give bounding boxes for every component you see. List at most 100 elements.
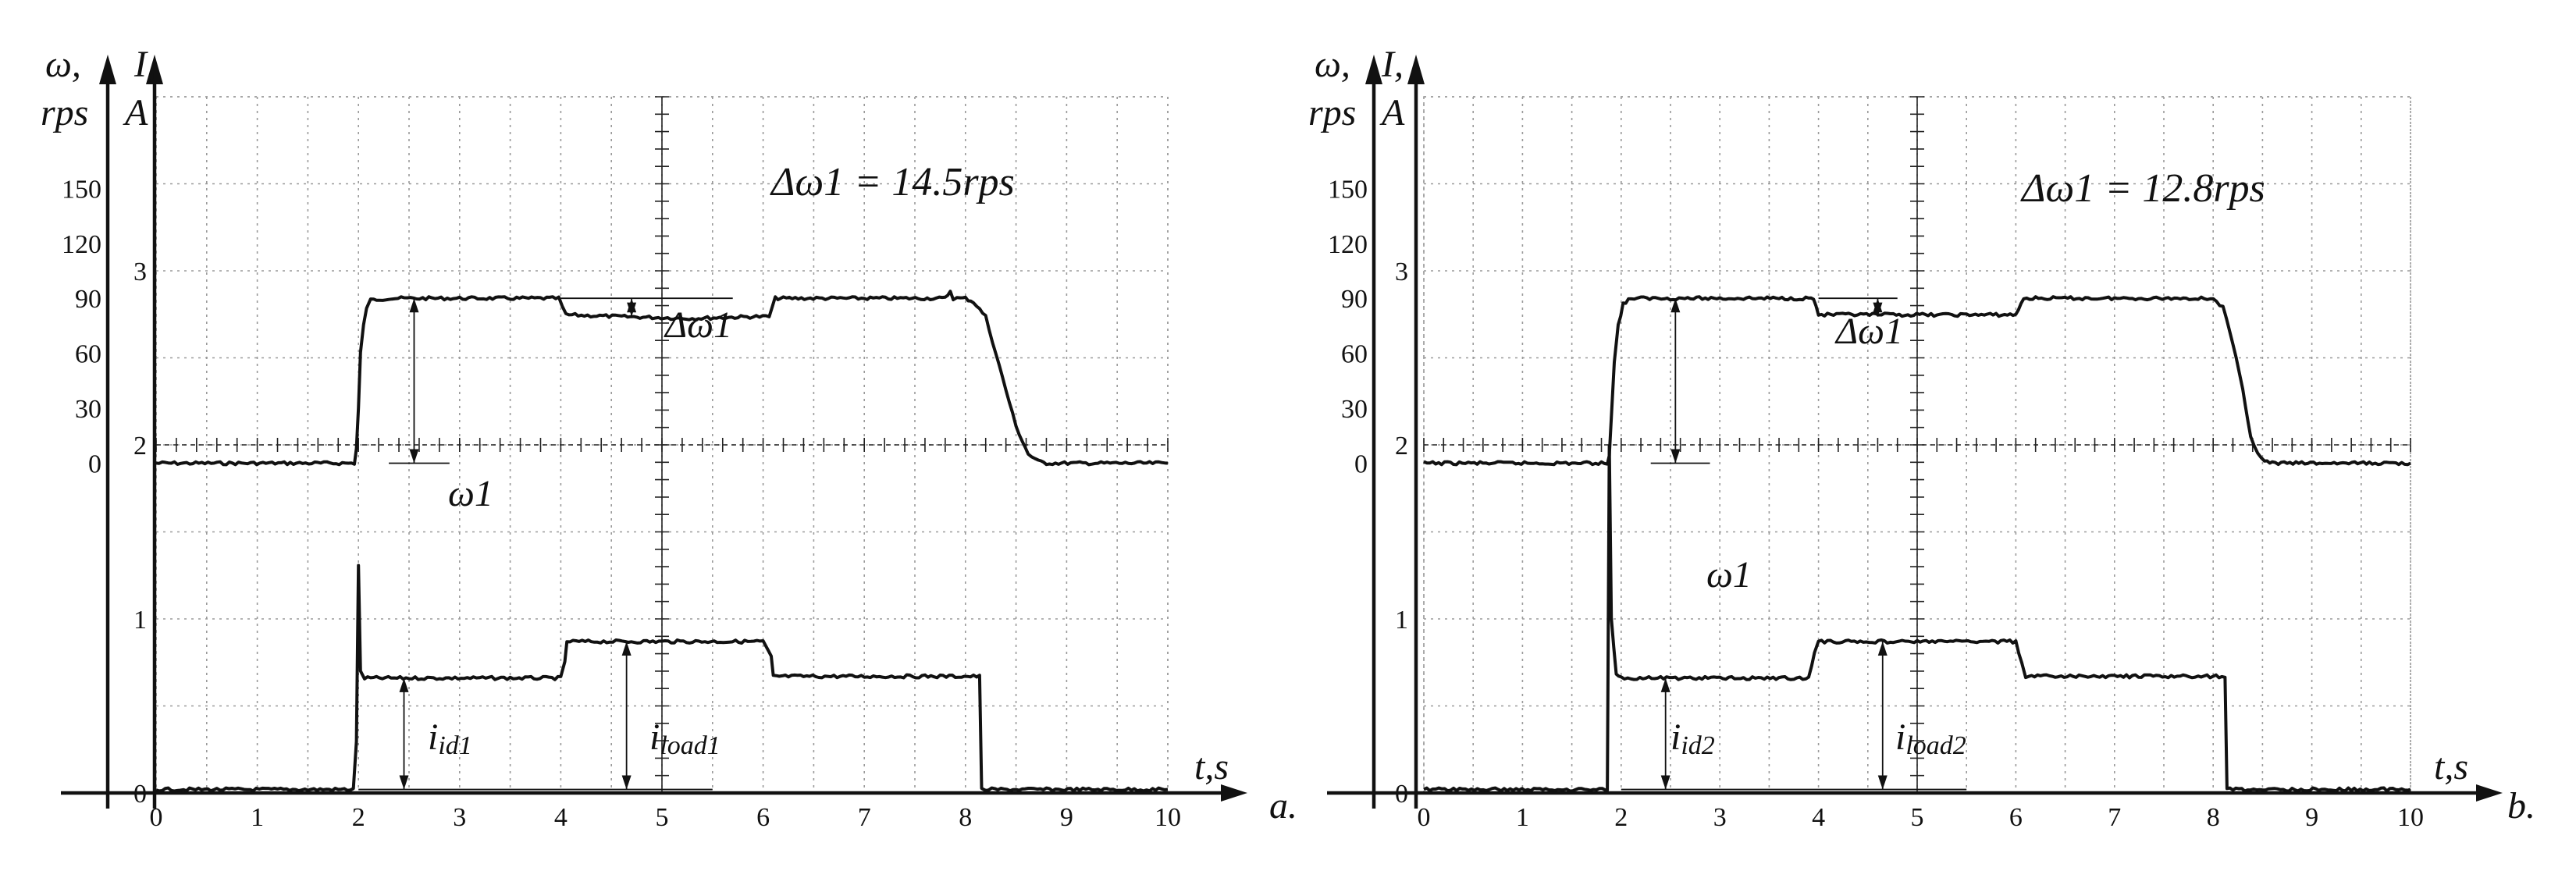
x-tick-label: 0 xyxy=(1418,803,1431,832)
x-tick-label: 9 xyxy=(2305,803,2318,832)
iid-arrow-head-bottom xyxy=(399,775,409,790)
scale-ruler-b xyxy=(1423,96,2411,794)
iload-label-main: i xyxy=(1895,716,1905,758)
annotation-delta-marker: Δω1 xyxy=(664,304,732,346)
iload-arrow-head-top xyxy=(1877,641,1888,656)
y-right-tick-label: 1 xyxy=(1395,606,1408,635)
y-left-tick-label: 90 xyxy=(75,285,101,314)
y-left-tick-label: 150 xyxy=(62,175,101,204)
delta-arrow-head-bottom xyxy=(1873,302,1883,317)
series-speed xyxy=(1423,295,2411,467)
iload-label: iload2 xyxy=(1895,716,1966,760)
omega-label: ω1 xyxy=(1706,554,1752,595)
x-tick-label: 2 xyxy=(352,803,365,832)
y-right-tick-label: 0 xyxy=(133,780,147,809)
x-tick-label: 3 xyxy=(1713,803,1727,832)
iid-arrow-head-top xyxy=(399,677,409,692)
y-right-tick-label: 1 xyxy=(133,606,147,635)
y-left-name: ω, xyxy=(45,44,81,85)
chart-panel-b: ω, rps I, A Δω1 = 12.8rps Δω1 ω1 iid2 il… xyxy=(1308,44,2535,832)
iid-label-sub: id2 xyxy=(1681,731,1714,760)
iload-label-main: i xyxy=(649,716,660,758)
y-right-tick-label: 2 xyxy=(133,432,147,460)
y-right-tick-label: 2 xyxy=(1395,432,1408,460)
x-tick-label: 2 xyxy=(1614,803,1628,832)
iload-label-sub: load1 xyxy=(660,731,720,760)
omega-arrow-head-bottom xyxy=(1670,449,1681,464)
omega-label: ω1 xyxy=(448,473,493,514)
y-right-tick-label: 3 xyxy=(133,258,147,286)
iload-label: iload1 xyxy=(649,716,720,760)
series-current xyxy=(155,563,1169,793)
y-right-name: I, xyxy=(1381,44,1404,85)
y-left-tick-label: 0 xyxy=(88,450,101,478)
iload-label-sub: load2 xyxy=(1905,731,1966,760)
panel-label: a. xyxy=(1269,785,1297,827)
iid-arrow-head-top xyxy=(1660,677,1670,692)
y-left-tick-label: 30 xyxy=(1341,395,1368,424)
x-tick-label: 4 xyxy=(554,803,568,832)
annotations-b xyxy=(1621,297,1967,791)
axes-a xyxy=(61,55,1247,809)
labels-a: ω, rps I, A Δω1 = 14.5rps Δω1 ω1 iid1 il… xyxy=(41,44,1297,832)
iid-label: iid1 xyxy=(428,716,472,760)
y-right-unit: A xyxy=(1379,92,1405,133)
labels-b: ω, rps I, A Δω1 = 12.8rps Δω1 ω1 iid2 il… xyxy=(1308,44,2535,832)
x-tick-label: 6 xyxy=(2009,803,2023,832)
x-tick-label: 8 xyxy=(2207,803,2220,832)
x-axis-arrow xyxy=(1221,784,1247,802)
y-right-name: I, xyxy=(133,44,156,85)
iload-arrow-head-bottom xyxy=(621,775,632,790)
x-axis-arrow xyxy=(2476,784,2503,802)
y-right-arrow xyxy=(1407,55,1425,84)
iload-arrow-head-bottom xyxy=(1877,775,1888,790)
x-tick-label: 10 xyxy=(1155,803,1181,832)
x-tick-label: 5 xyxy=(1911,803,1924,832)
y-left-tick-label: 90 xyxy=(1341,285,1368,314)
annotations-a xyxy=(358,297,733,791)
x-tick-label: 9 xyxy=(1060,803,1073,832)
annotation-delta-value: Δω1 = 14.5rps xyxy=(770,160,1015,204)
omega-arrow-head-bottom xyxy=(409,449,419,464)
scale-ruler-a xyxy=(155,96,1169,794)
x-tick-label: 3 xyxy=(453,803,466,832)
delta-arrow-head-bottom xyxy=(627,302,637,317)
series-speed xyxy=(155,290,1169,467)
x-tick-label: 10 xyxy=(2397,803,2424,832)
iid-label-main: i xyxy=(1670,716,1681,758)
iid-arrow-head-bottom xyxy=(1660,775,1670,790)
y-left-tick-label: 120 xyxy=(62,230,101,259)
y-left-arrow xyxy=(99,55,116,84)
y-left-tick-label: 150 xyxy=(1328,175,1368,204)
x-tick-label: 5 xyxy=(656,803,669,832)
x-tick-label: 7 xyxy=(858,803,871,832)
y-left-tick-label: 120 xyxy=(1328,230,1368,259)
iid-label-sub: id1 xyxy=(438,731,471,760)
omega-arrow-head-top xyxy=(409,298,419,313)
x-tick-label: 1 xyxy=(251,803,264,832)
y-left-tick-label: 0 xyxy=(1354,450,1368,478)
y-right-tick-label: 3 xyxy=(1395,258,1408,286)
x-axis-label: t,s xyxy=(1194,746,1229,787)
y-left-tick-label: 60 xyxy=(1341,340,1368,369)
omega-arrow-head-top xyxy=(1670,298,1681,313)
y-left-tick-label: 60 xyxy=(75,340,101,369)
x-tick-label: 4 xyxy=(1812,803,1825,832)
series-a xyxy=(155,290,1169,793)
x-tick-label: 6 xyxy=(756,803,770,832)
series-current xyxy=(1423,444,2411,793)
y-left-tick-label: 30 xyxy=(75,395,101,424)
x-tick-label: 1 xyxy=(1516,803,1529,832)
y-left-name: ω, xyxy=(1315,44,1350,85)
y-right-tick-label: 0 xyxy=(1395,780,1408,809)
chart-panel-a: ω, rps I, A Δω1 = 14.5rps Δω1 ω1 iid1 il… xyxy=(41,44,1297,832)
iid-label: iid2 xyxy=(1670,716,1715,760)
axes-b xyxy=(1327,55,2503,809)
y-left-unit: rps xyxy=(41,92,88,133)
iload-arrow-head-top xyxy=(621,641,632,656)
y-right-arrow xyxy=(146,55,163,84)
iid-label-main: i xyxy=(428,716,438,758)
x-axis-label: t,s xyxy=(2434,746,2468,787)
